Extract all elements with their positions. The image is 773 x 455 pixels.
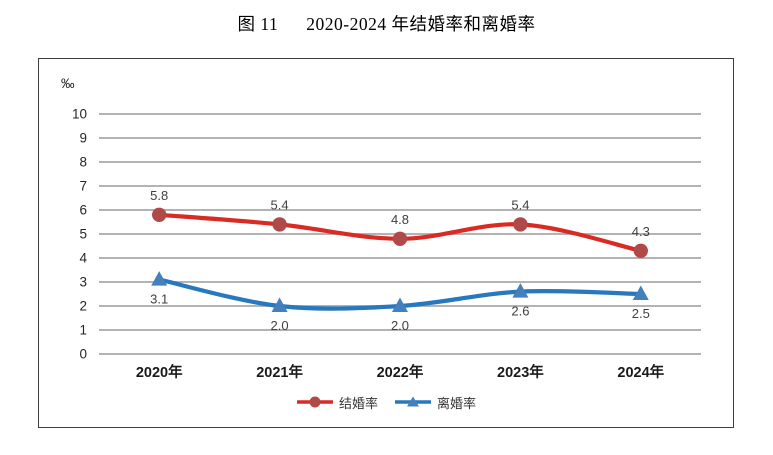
x-tick-label: 2024年 xyxy=(617,363,664,381)
y-tick-label: 3 xyxy=(79,275,87,290)
y-tick-label: 4 xyxy=(79,251,87,266)
data-label-离婚率: 2.0 xyxy=(271,318,289,333)
chart-plot: 0 1 2 3 4 5 6 7 8 9 10 2020年 2021年 2022年 2023年 2024年 5.8… xyxy=(72,107,701,381)
x-tick-label: 2022年 xyxy=(377,363,424,381)
data-point-marker-结婚率 xyxy=(633,243,648,258)
y-axis-unit-label: ‰ xyxy=(61,76,75,91)
legend-divorce-marker-icon xyxy=(395,396,431,407)
data-point-marker-结婚率 xyxy=(152,207,167,222)
figure-number: 图 11 xyxy=(237,14,279,34)
data-point-marker-离婚率 xyxy=(512,283,529,298)
figure-title-text: 2020-2024 年结婚率和离婚率 xyxy=(306,14,536,34)
data-label-离婚率: 3.1 xyxy=(150,292,168,307)
data-point-marker-离婚率 xyxy=(151,271,168,286)
data-label-离婚率: 2.0 xyxy=(391,318,409,333)
y-tick-label: 9 xyxy=(79,131,87,146)
data-point-marker-离婚率 xyxy=(632,285,649,300)
x-tick-label: 2020年 xyxy=(136,363,183,381)
figure-title: 图 11 2020-2024 年结婚率和离婚率 xyxy=(0,11,773,36)
data-point-marker-离婚率 xyxy=(392,297,408,312)
data-point-marker-结婚率 xyxy=(513,217,528,232)
y-tick-label: 10 xyxy=(72,107,87,122)
data-point-marker-结婚率 xyxy=(272,217,287,232)
legend-label-marriage-rate: 结婚率 xyxy=(338,395,378,411)
y-tick-label: 7 xyxy=(79,179,87,194)
y-tick-label: 8 xyxy=(79,155,87,170)
legend-marriage-marker-icon xyxy=(296,396,333,408)
y-tick-label: 1 xyxy=(79,323,87,338)
legend-item-marriage-rate: 结婚率 xyxy=(296,393,378,412)
y-tick-label: 5 xyxy=(79,227,87,242)
x-tick-label: 2023年 xyxy=(497,363,544,381)
data-label-离婚率: 2.5 xyxy=(632,306,650,321)
data-label-结婚率: 4.3 xyxy=(632,224,650,239)
chart-legend: 结婚率 离婚率 xyxy=(39,392,733,412)
y-tick-label: 2 xyxy=(79,299,87,314)
chart-frame: 0 1 2 3 4 5 6 7 8 9 10 2020年 2021年 2022年 2023年 2024年 5.8… xyxy=(38,58,734,428)
y-tick-label: 0 xyxy=(79,347,87,362)
data-label-结婚率: 4.8 xyxy=(391,212,409,227)
y-tick-label: 6 xyxy=(79,203,87,218)
data-label-结婚率: 5.4 xyxy=(511,197,529,212)
data-point-marker-结婚率 xyxy=(392,231,408,246)
data-label-结婚率: 5.4 xyxy=(271,197,289,212)
data-label-离婚率: 2.6 xyxy=(511,304,529,319)
x-tick-label: 2021年 xyxy=(256,363,303,381)
legend-item-divorce-rate: 离婚率 xyxy=(394,393,476,412)
data-point-marker-离婚率 xyxy=(271,297,288,312)
legend-label-divorce-rate: 离婚率 xyxy=(437,395,477,411)
data-label-结婚率: 5.8 xyxy=(150,188,168,203)
